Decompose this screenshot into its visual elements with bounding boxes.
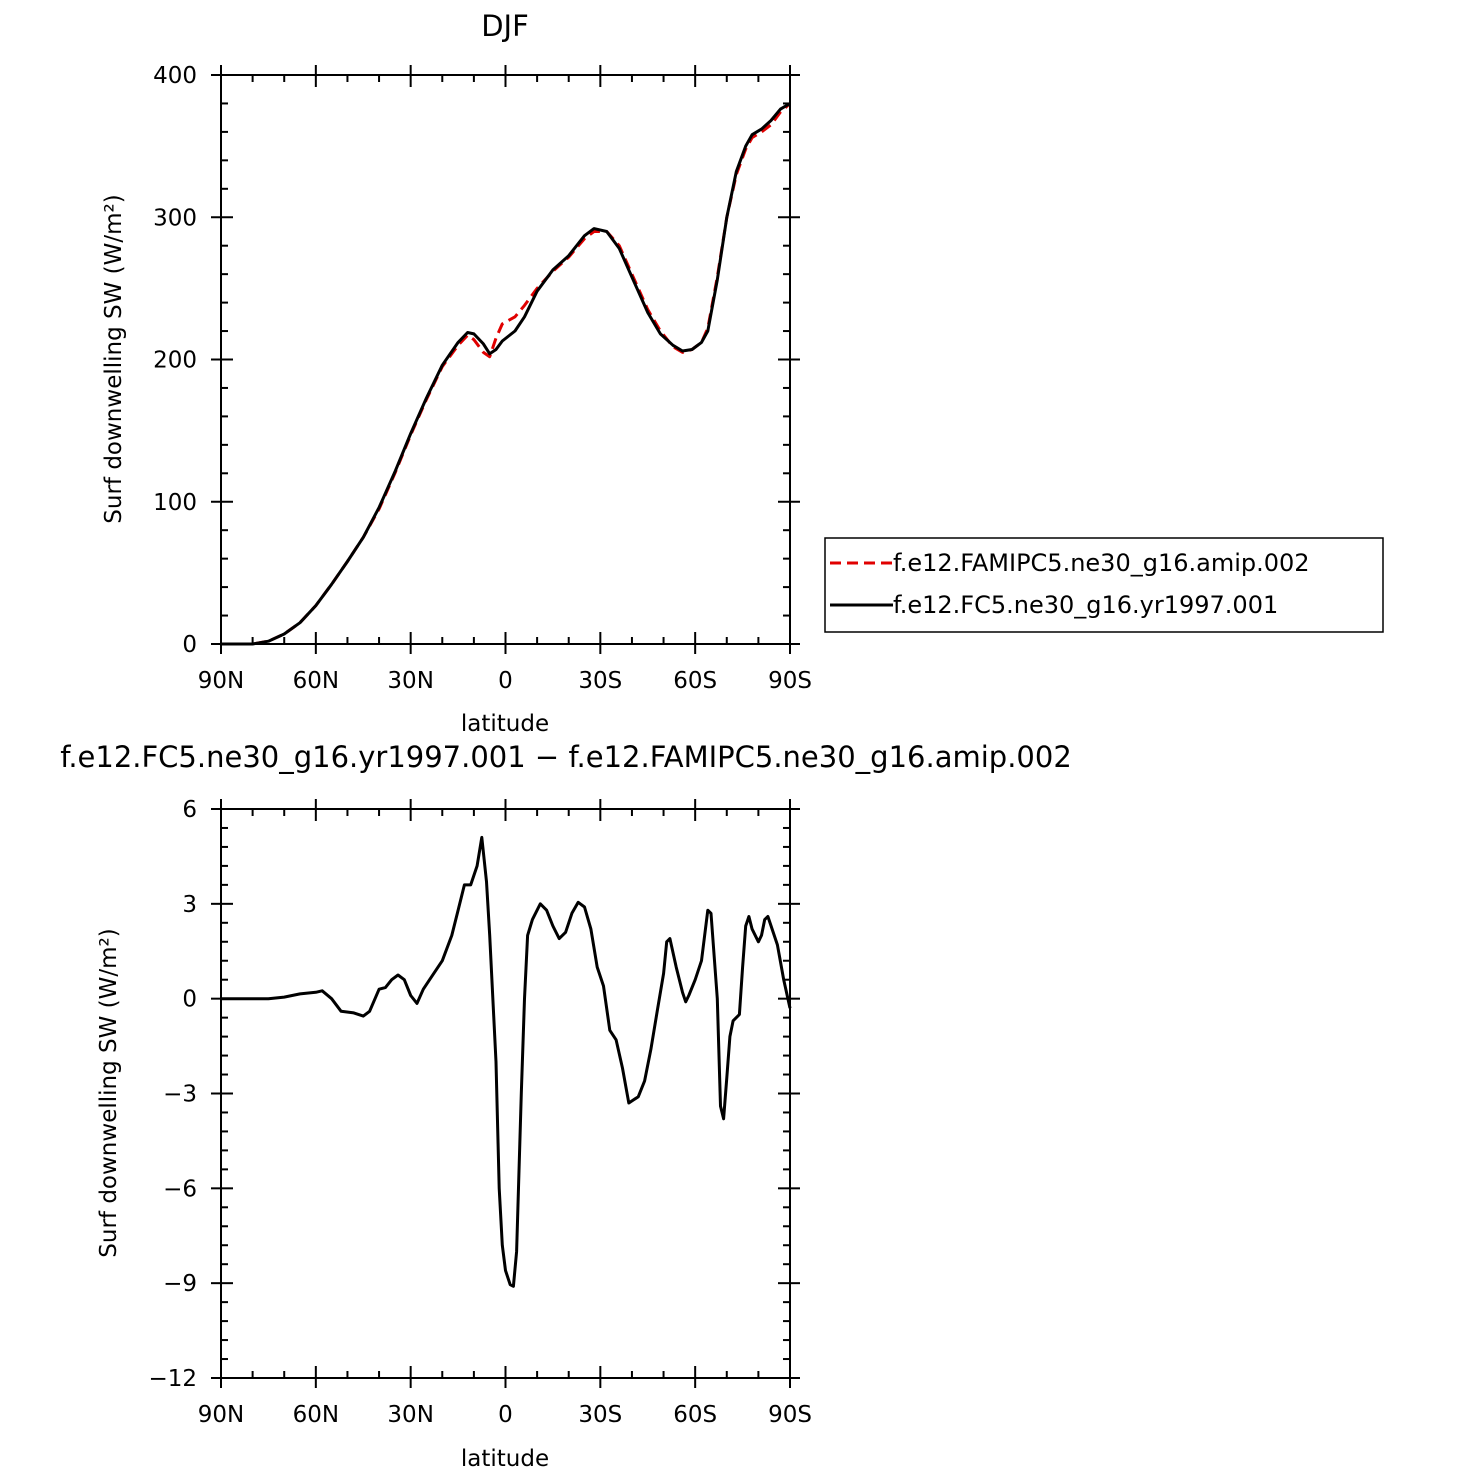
top-panel-y-axis-title: Surf downwelling SW (W/m²) bbox=[101, 194, 127, 523]
y-tick-label: 0 bbox=[182, 632, 197, 658]
bottom-panel-x-axis-title: latitude bbox=[461, 1446, 549, 1472]
x-tick-label: 0 bbox=[498, 1402, 513, 1428]
top-panel-frame bbox=[220, 74, 791, 645]
x-tick-label: 90S bbox=[768, 1402, 812, 1428]
y-tick-label: −9 bbox=[163, 1271, 197, 1297]
bottom-panel-ticks bbox=[211, 799, 800, 1388]
y-tick-label: 0 bbox=[182, 987, 197, 1013]
y-tick-label: 3 bbox=[182, 892, 197, 918]
x-tick-label: 30N bbox=[387, 1402, 433, 1428]
y-tick-label: 300 bbox=[153, 205, 197, 231]
x-tick-label: 30S bbox=[578, 1402, 622, 1428]
x-tick-label: 30N bbox=[387, 668, 433, 694]
x-tick-label: 0 bbox=[498, 668, 513, 694]
x-tick-label: 30S bbox=[578, 668, 622, 694]
x-tick-label: 60N bbox=[293, 1402, 339, 1428]
bottom-panel-x-tick-labels: 90N 60N 30N 0 30S 60S 90S bbox=[198, 1402, 812, 1428]
top-panel-ticks bbox=[211, 65, 800, 654]
y-tick-label: −3 bbox=[163, 1082, 197, 1108]
y-tick-label: −6 bbox=[163, 1176, 197, 1202]
y-tick-label: 400 bbox=[153, 63, 197, 89]
top-panel-x-tick-labels: 90N 60N 30N 0 30S 60S 90S bbox=[198, 668, 812, 694]
x-tick-label: 90N bbox=[198, 1402, 244, 1428]
bottom-panel-frame bbox=[220, 808, 791, 1379]
bottom-panel-title: f.e12.FC5.ne30_g16.yr1997.001 − f.e12.FA… bbox=[60, 740, 1072, 774]
series-line-0 bbox=[221, 835, 792, 1288]
y-tick-label: 200 bbox=[153, 348, 197, 374]
series-line-0 bbox=[221, 102, 792, 646]
bottom-panel: f.e12.FC5.ne30_g16.yr1997.001 − f.e12.FA… bbox=[60, 740, 1072, 1472]
y-tick-label: −12 bbox=[148, 1366, 197, 1392]
legend: f.e12.FAMIPC5.ne30_g16.amip.002 f.e12.FC… bbox=[824, 537, 1384, 633]
bottom-panel-y-tick-labels: −12 −9 −6 −3 0 3 6 bbox=[148, 797, 197, 1392]
top-panel-title: DJF bbox=[481, 9, 529, 43]
top-panel-y-tick-labels: 0 100 200 300 400 bbox=[153, 63, 197, 658]
top-panel-x-axis-title: latitude bbox=[461, 711, 549, 737]
series-line-1 bbox=[221, 102, 791, 646]
legend-box bbox=[824, 537, 1384, 633]
y-tick-label: 100 bbox=[153, 490, 197, 516]
x-tick-label: 60S bbox=[673, 668, 717, 694]
x-tick-label: 90S bbox=[768, 668, 812, 694]
x-tick-label: 90N bbox=[198, 668, 244, 694]
bottom-panel-y-axis-title: Surf downwelling SW (W/m²) bbox=[96, 928, 122, 1257]
top-panel-series bbox=[221, 102, 792, 646]
x-tick-label: 60N bbox=[293, 668, 339, 694]
legend-label-fc5: f.e12.FC5.ne30_g16.yr1997.001 bbox=[893, 591, 1278, 619]
bottom-panel-series bbox=[221, 835, 792, 1288]
top-panel: DJF 90N 60N 30N 0 30S 60S 90S 0 100 200 300 400 la… bbox=[101, 9, 812, 737]
legend-label-amip: f.e12.FAMIPC5.ne30_g16.amip.002 bbox=[893, 549, 1310, 577]
y-tick-label: 6 bbox=[182, 797, 197, 823]
x-tick-label: 60S bbox=[673, 1402, 717, 1428]
